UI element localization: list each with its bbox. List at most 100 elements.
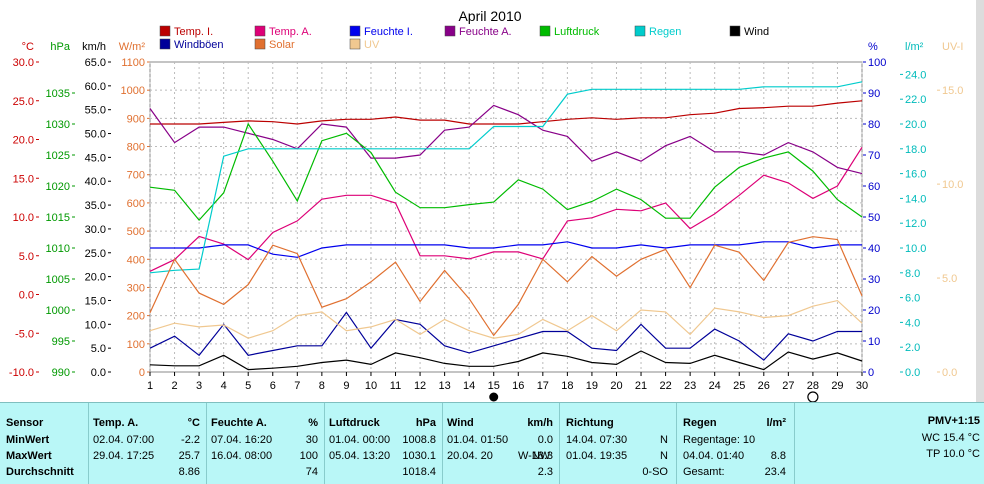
legend-label: UV [364,39,380,51]
solar-tick-label: 1100 [121,57,145,69]
stats-col-sensor: Sensor MinWert MaxWert Durchschnitt [0,403,89,484]
wind-tick-label: 40.0 [85,176,106,188]
rain-tick-label: 14.0 [905,193,926,205]
sensor-header: Sensor [6,417,44,429]
wind-tick-label: 60.0 [85,81,106,93]
x-tick-label: 28 [807,380,819,392]
wind-max-dir: W-NW [518,450,551,462]
stats-col-temp: Temp. A. °C 02.04. 07:00 -2.2 29.04. 17:25… [89,403,207,484]
x-axis: 1 2 3 4 5 6 7 8 9 10 11 12 13 14 15 16 17 18 19 20 21 22 23 24 2… [147,372,868,392]
legend-swatch [254,25,266,37]
scrollbar-strip[interactable] [976,0,984,402]
pmv-title: PMV+1:15 [927,415,980,427]
wind-tick-label: 50.0 [85,129,106,141]
temp-header: Temp. A. [93,417,139,429]
legend-swatch [539,25,551,37]
series-line-luftdruck [149,122,863,222]
series-line-feuchte-a [149,104,863,175]
pressure-tick-label: 995 [52,336,70,348]
temp-avg: 8.86 [178,466,200,478]
legend-swatch [349,25,361,37]
direction-min-val: N [660,434,668,446]
humidity-axis-unit: % [868,41,878,53]
direction-header: Richtung [566,417,614,429]
rain-tick-label: 6.0 [905,293,920,305]
x-tick-label: 13 [438,380,450,392]
solar-tick-label: 800 [127,142,145,154]
legend-swatch [349,38,361,50]
humidity-tick-label: 70 [868,150,880,162]
rain-total-val: 23.4 [764,466,786,478]
direction-max-val: N [660,450,668,462]
rain-tick-label: 12.0 [905,218,926,230]
rain-tick-label: 22.0 [905,94,926,106]
humidity-min-date: 07.04. 16:20 [211,434,273,446]
rain-total-label: Gesamt: [683,466,725,478]
legend-swatch [159,25,171,37]
legend-label: Temp. I. [174,26,213,38]
rain-unit: l/m² [766,417,786,429]
solar-tick-label: 0 [139,367,145,379]
humidity-tick-label: 100 [868,57,886,69]
legend-label: Feuchte A. [459,26,512,38]
x-tick-label: 3 [196,380,202,392]
temp-tick-label: 30.0 [13,57,34,69]
wind-tick-label: 20.0 [85,272,106,284]
x-tick-label: 29 [831,380,843,392]
x-tick-label: 30 [856,380,868,392]
grid-lines [149,62,863,372]
wind-unit: km/h [527,417,553,429]
humidity-tick-label: 40 [868,243,880,255]
stats-col-pressure: Luftdruck hPa 01.04. 00:00 1008.8 05.04. 1… [325,403,443,484]
pressure-tick-label: 1010 [46,243,70,255]
series-line-wind [149,350,863,371]
wind-tick-label: 0.0 [91,367,106,379]
wind-tick-label: 15.0 [85,295,106,307]
wind-tick-label: 5.0 [91,343,106,355]
x-tick-label: 18 [561,380,573,392]
rain-tick-label: 10.0 [905,243,926,255]
legend-swatch [729,25,741,37]
wind-avg: 2.3 [537,466,553,478]
x-tick-label: 9 [343,380,349,392]
legend-label: Windböen [174,39,224,51]
solar-tick-label: 1000 [121,85,145,97]
axis-labels: °C 30.0 25.0 20.0 15.0 10.0 5.0 0.0 -5.0 -10.0 hPa… [9,41,964,379]
solar-tick-label: 100 [127,339,145,351]
humidity-tick-label: 50 [868,212,880,224]
pressure-max-val: 1030.1 [402,450,436,462]
humidity-tick-label: 80 [868,119,880,131]
x-tick-label: 1 [147,380,153,392]
legend-label: Luftdruck [554,26,600,38]
series-line-regen [149,81,863,274]
series-line-solar [149,236,863,337]
moon-markers [489,391,819,402]
wind-tick-label: 30.0 [85,224,106,236]
direction-avg: 0-SO [642,466,668,478]
chart-legend: Temp. I. Temp. A. Feuchte I. Feuchte A. Luft… [159,25,769,51]
pressure-tick-label: 1000 [46,305,70,317]
rain-max-date: 04.04. 01:40 [683,450,745,462]
legend-swatch [634,25,646,37]
rain-max-val: 8.8 [770,450,786,462]
pressure-tick-label: 1020 [46,181,70,193]
x-tick-label: 17 [537,380,549,392]
series-line-uv [149,299,863,339]
pressure-min-date: 01.04. 00:00 [329,434,391,446]
rain-days: Regentage: 10 [683,434,756,446]
full-moon-marker [807,391,819,402]
x-tick-label: 24 [709,380,721,392]
legend-label: Feuchte I. [364,26,413,38]
pressure-tick-label: 1015 [46,212,70,224]
wind-min-date: 01.04. 01:50 [447,434,509,446]
chart-title: April 2010 [458,8,521,24]
wind-tick-label: 65.0 [85,57,106,69]
x-tick-label: 15 [488,380,500,392]
row-label-max: MaxWert [6,450,52,462]
wind-tick-label: 35.0 [85,200,106,212]
rain-tick-label: 18.0 [905,144,926,156]
temp-tick-label: 25.0 [13,96,34,108]
legend-label: Wind [744,26,769,38]
uv-tick-label: 10.0 [942,179,963,191]
direction-min-date: 14.04. 07:30 [566,434,628,446]
